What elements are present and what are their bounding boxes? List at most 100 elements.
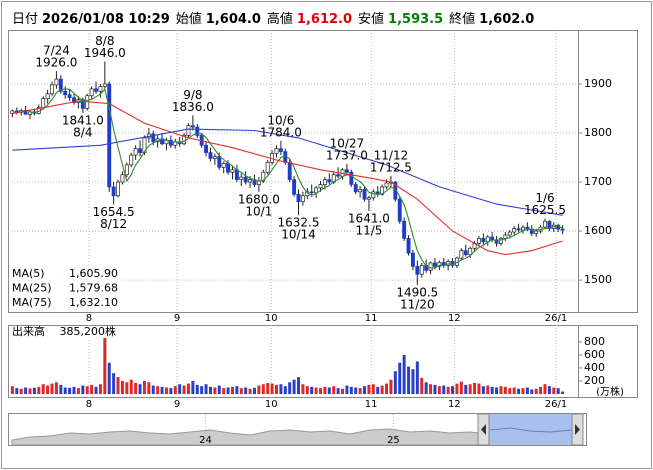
handle-arrow (481, 424, 486, 435)
candle-body (278, 148, 283, 152)
volume-bar (543, 384, 547, 394)
candle-body (327, 179, 332, 183)
candle-body (54, 78, 59, 86)
y-tick-label: 200 (584, 374, 605, 387)
annotation-date: 10/1 (245, 204, 272, 218)
quote-value: 1,593.5 (388, 12, 444, 27)
candle-body (415, 266, 420, 275)
candle-body (292, 179, 297, 195)
volume-bar (244, 387, 248, 394)
candle-body (534, 230, 539, 234)
x-tick-label: 10 (265, 399, 278, 410)
volume-bar (380, 385, 384, 394)
candle-body (111, 186, 116, 197)
candle-body (406, 238, 411, 254)
quote-name: 安値 (358, 12, 385, 27)
y-tick-label: 1600 (584, 224, 612, 237)
candle-body (248, 179, 253, 183)
volume-bar (486, 385, 490, 394)
candle-body (45, 93, 50, 100)
candle-body (168, 139, 173, 146)
volume-bar (37, 386, 41, 394)
annotation-date: 11/5 (355, 223, 382, 237)
volume-bar (389, 379, 393, 394)
quote-name: 終値 (449, 12, 476, 27)
navigator-window[interactable] (489, 414, 572, 445)
volume-bar (310, 386, 314, 394)
volume-bar (239, 388, 243, 394)
volume-bar (129, 379, 133, 394)
volume-bar (235, 386, 239, 394)
annotation-date: 1/6 (535, 191, 554, 205)
volume-current: 385,200株 (60, 324, 117, 338)
x-tick-label: 12 (448, 399, 461, 410)
candle-body (468, 247, 473, 255)
candle-body (477, 238, 481, 244)
x-tick-label: 8 (86, 399, 92, 410)
annotation-value: 1946.0 (84, 46, 126, 60)
volume-bar (164, 387, 168, 394)
volume-bar (103, 325, 107, 394)
candle-body (322, 179, 327, 185)
volume-bar (19, 388, 23, 394)
volume-bar (138, 384, 142, 394)
datetime: 2026/01/08 10:29 (42, 12, 170, 27)
volume-bar (393, 371, 397, 394)
annotation-date: 8/4 (73, 125, 92, 139)
volume-bar (46, 385, 50, 394)
quote-value: 1,604.0 (205, 12, 261, 27)
volume-bar (459, 381, 463, 394)
volume-bar (213, 387, 217, 394)
y-tick-label: 1500 (584, 273, 612, 286)
volume-bar (186, 383, 190, 394)
y-tick-label: 600 (584, 348, 605, 361)
candle-body (102, 83, 107, 87)
volume-bar (499, 386, 503, 394)
volume-bar (112, 373, 116, 394)
volume-bar (134, 382, 138, 394)
candle-body (261, 171, 266, 182)
volume-bar (407, 366, 411, 394)
ma-line (29, 88, 563, 269)
candle-body (80, 99, 85, 109)
legend-name: MA(25) (12, 282, 52, 295)
volume-bar (72, 386, 76, 394)
volume-bar (252, 387, 256, 394)
candle-body (138, 148, 142, 153)
volume-bar (319, 388, 323, 394)
handle-arrow (575, 424, 580, 435)
volume-bar (63, 387, 67, 394)
annotation-value: 1737.0 (326, 148, 368, 162)
volume-bar (437, 386, 441, 394)
candle-body (89, 88, 94, 97)
volume-bar (314, 387, 318, 394)
x-tick-label: 8 (86, 313, 92, 324)
volume-bar (217, 385, 221, 394)
candle-body (226, 163, 231, 173)
volume-bar (279, 384, 283, 394)
candle-body (190, 125, 195, 128)
volume-bar (433, 384, 437, 394)
annotation-value: 1632.5 (278, 216, 320, 230)
annotation-value: 1836.0 (172, 100, 214, 114)
candle-body (437, 262, 442, 267)
volume-bar (222, 388, 226, 394)
navigator-history (11, 428, 479, 446)
volume-bar (451, 386, 455, 394)
annotation-value: 1654.5 (93, 205, 135, 219)
legend-box (9, 266, 121, 311)
volume-bar (481, 386, 485, 394)
candle-body (265, 162, 270, 173)
volume-bar (85, 386, 89, 394)
volume-bar (376, 386, 380, 394)
volume-bar (173, 386, 177, 394)
volume-bar (332, 386, 336, 394)
volume-bar (94, 386, 98, 394)
volume-bar (200, 386, 204, 394)
candle-body (516, 228, 521, 231)
volume-bar (160, 386, 164, 394)
candle-body (300, 195, 305, 203)
annotation-value: 1712.5 (370, 160, 412, 174)
navigator-tick-label: 25 (387, 435, 400, 446)
candle-body (296, 193, 301, 203)
